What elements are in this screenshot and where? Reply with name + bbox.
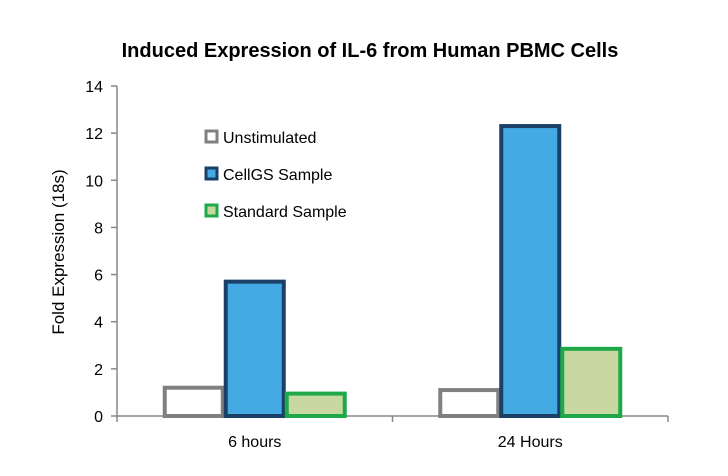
y-axis-label: Fold Expression (18s)	[49, 169, 68, 334]
y-tick-label: 8	[94, 220, 103, 237]
legend-label: Standard Sample	[223, 204, 347, 221]
bar-unstimulated-2	[438, 388, 501, 419]
bar-standard-sample-1	[284, 391, 347, 419]
x-ticks: 6 hours 24 Hours	[116, 416, 669, 451]
bar-cellgs-sample-1	[223, 279, 286, 418]
legend-swatch	[204, 203, 219, 218]
legend-swatch	[204, 129, 219, 144]
y-tick-label: 4	[94, 315, 103, 332]
y-tick-label: 0	[94, 409, 103, 426]
y-tick-label: 14	[85, 79, 103, 96]
bar-standard-sample-2	[560, 346, 623, 419]
legend-label: Unstimulated	[223, 130, 316, 147]
y-tick-label: 10	[85, 173, 103, 190]
chart-title: Induced Expression of IL-6 from Human PB…	[122, 40, 619, 62]
legend: Unstimulated CellGS Sample Standard Sample	[204, 129, 347, 221]
bars	[162, 124, 623, 419]
y-ticks: 0 2 4 6 8 10 12 14	[85, 79, 117, 426]
y-tick-label: 12	[85, 126, 103, 143]
x-tick-label: 6 hours	[228, 434, 281, 451]
x-tick-label: 24 Hours	[498, 434, 563, 451]
legend-swatch	[204, 166, 219, 181]
y-tick-label: 2	[94, 362, 103, 379]
bar-unstimulated-1	[162, 385, 225, 419]
y-tick-label: 6	[94, 268, 103, 285]
bar-cellgs-sample-2	[499, 124, 562, 418]
legend-label: CellGS Sample	[223, 167, 332, 184]
